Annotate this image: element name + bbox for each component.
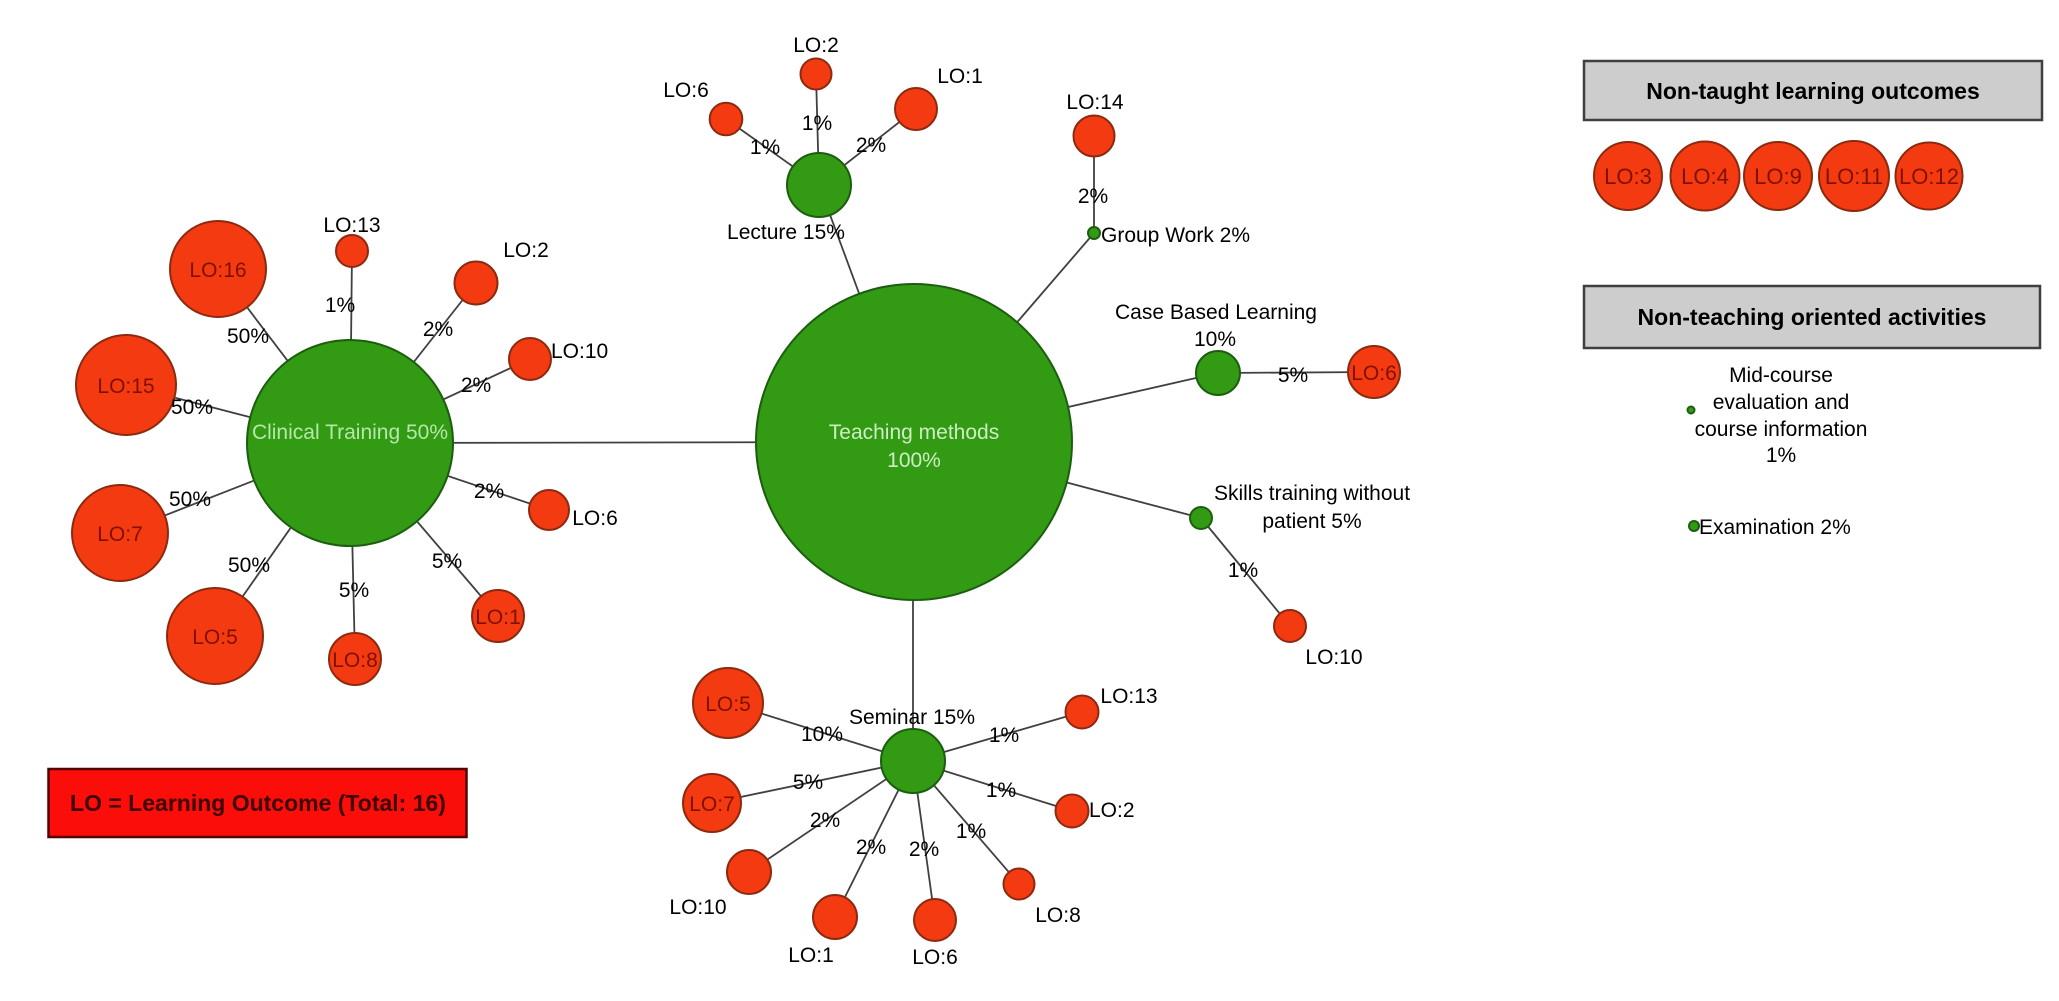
svg-text:Examination 2%: Examination 2% <box>1699 516 1851 539</box>
svg-text:LO:5: LO:5 <box>192 626 238 649</box>
svg-text:LO:1: LO:1 <box>788 944 834 967</box>
svg-text:1%: 1% <box>989 724 1019 747</box>
svg-text:Case Based Learning: Case Based Learning <box>1115 301 1317 324</box>
svg-text:LO:9: LO:9 <box>1754 164 1802 189</box>
svg-text:LO:12: LO:12 <box>1899 164 1959 189</box>
svg-text:Mid-course: Mid-course <box>1729 364 1833 387</box>
svg-text:50%: 50% <box>171 396 213 419</box>
svg-text:2%: 2% <box>474 480 504 503</box>
svg-text:5%: 5% <box>793 771 823 794</box>
svg-text:10%: 10% <box>1194 328 1236 351</box>
svg-text:LO:8: LO:8 <box>1035 904 1081 927</box>
svg-text:LO:2: LO:2 <box>1089 799 1135 822</box>
svg-text:patient 5%: patient 5% <box>1262 510 1361 533</box>
svg-text:LO:6: LO:6 <box>1351 362 1397 385</box>
svg-text:LO:13: LO:13 <box>1100 685 1157 708</box>
svg-text:LO:13: LO:13 <box>323 214 380 237</box>
svg-text:LO:6: LO:6 <box>663 79 709 102</box>
svg-text:LO:15: LO:15 <box>97 375 154 398</box>
svg-text:course information: course information <box>1695 418 1868 441</box>
svg-text:50%: 50% <box>169 488 211 511</box>
svg-text:1%: 1% <box>325 294 355 317</box>
svg-text:LO = Learning Outcome (Total:: LO = Learning Outcome (Total: 16) <box>70 790 446 816</box>
svg-text:5%: 5% <box>339 579 369 602</box>
svg-text:Group Work 2%: Group Work 2% <box>1101 224 1250 247</box>
svg-text:Non-taught learning outcomes: Non-taught learning outcomes <box>1646 78 1980 104</box>
svg-text:2%: 2% <box>810 809 840 832</box>
svg-text:LO:1: LO:1 <box>937 65 983 88</box>
svg-text:2%: 2% <box>423 318 453 341</box>
svg-text:100%: 100% <box>887 449 941 472</box>
svg-text:LO:11: LO:11 <box>1825 164 1883 189</box>
svg-text:LO:2: LO:2 <box>793 34 839 57</box>
svg-text:2%: 2% <box>856 836 886 859</box>
svg-text:LO:2: LO:2 <box>503 239 549 262</box>
svg-text:1%: 1% <box>750 136 780 159</box>
svg-text:Non-teaching oriented activiti: Non-teaching oriented activities <box>1638 304 1987 330</box>
svg-text:LO:7: LO:7 <box>97 523 143 546</box>
svg-text:Seminar 15%: Seminar 15% <box>849 706 975 729</box>
svg-text:LO:10: LO:10 <box>551 340 608 363</box>
svg-text:LO:8: LO:8 <box>332 649 378 672</box>
svg-text:50%: 50% <box>228 554 270 577</box>
svg-text:LO:6: LO:6 <box>572 507 618 530</box>
svg-text:1%: 1% <box>986 779 1016 802</box>
svg-text:LO:1: LO:1 <box>475 606 521 629</box>
svg-text:LO:6: LO:6 <box>912 946 958 969</box>
svg-text:2%: 2% <box>909 838 939 861</box>
svg-text:2%: 2% <box>461 374 491 397</box>
svg-text:1%: 1% <box>956 820 986 843</box>
svg-text:1%: 1% <box>1228 559 1258 582</box>
svg-text:LO:10: LO:10 <box>1305 646 1362 669</box>
svg-text:LO:14: LO:14 <box>1066 91 1124 114</box>
svg-text:LO:16: LO:16 <box>189 259 246 282</box>
svg-text:1%: 1% <box>1766 444 1796 467</box>
svg-text:LO:4: LO:4 <box>1681 164 1729 189</box>
svg-text:2%: 2% <box>856 134 886 157</box>
svg-text:10%: 10% <box>801 723 843 746</box>
svg-text:5%: 5% <box>1278 364 1308 387</box>
svg-text:LO:10: LO:10 <box>669 896 726 919</box>
svg-text:LO:3: LO:3 <box>1604 164 1652 189</box>
svg-text:LO:7: LO:7 <box>689 793 735 816</box>
svg-text:Lecture 15%: Lecture 15% <box>727 221 845 244</box>
svg-text:50%: 50% <box>227 325 269 348</box>
svg-text:5%: 5% <box>432 550 462 573</box>
svg-text:Skills training without: Skills training without <box>1214 482 1410 505</box>
svg-text:evaluation and: evaluation and <box>1713 391 1850 414</box>
svg-text:1%: 1% <box>802 112 832 135</box>
svg-text:Teaching methods: Teaching methods <box>829 421 999 444</box>
svg-text:LO:5: LO:5 <box>705 693 751 716</box>
svg-text:Clinical Training 50%: Clinical Training 50% <box>252 421 448 444</box>
svg-text:2%: 2% <box>1078 185 1108 208</box>
